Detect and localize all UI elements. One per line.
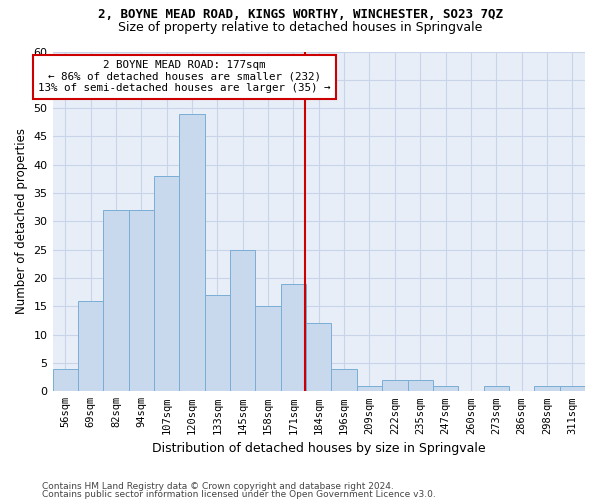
Bar bbox=[128, 210, 154, 392]
Bar bbox=[179, 114, 205, 392]
Bar bbox=[484, 386, 509, 392]
Bar bbox=[281, 284, 306, 392]
Bar bbox=[306, 324, 331, 392]
Bar bbox=[433, 386, 458, 392]
Text: 2, BOYNE MEAD ROAD, KINGS WORTHY, WINCHESTER, SO23 7QZ: 2, BOYNE MEAD ROAD, KINGS WORTHY, WINCHE… bbox=[97, 8, 503, 20]
Bar bbox=[382, 380, 407, 392]
Bar bbox=[230, 250, 256, 392]
Bar bbox=[560, 386, 585, 392]
Bar bbox=[357, 386, 382, 392]
X-axis label: Distribution of detached houses by size in Springvale: Distribution of detached houses by size … bbox=[152, 442, 485, 455]
Bar bbox=[407, 380, 433, 392]
Bar bbox=[103, 210, 128, 392]
Y-axis label: Number of detached properties: Number of detached properties bbox=[15, 128, 28, 314]
Text: Contains public sector information licensed under the Open Government Licence v3: Contains public sector information licen… bbox=[42, 490, 436, 499]
Text: 2 BOYNE MEAD ROAD: 177sqm
← 86% of detached houses are smaller (232)
13% of semi: 2 BOYNE MEAD ROAD: 177sqm ← 86% of detac… bbox=[38, 60, 331, 93]
Bar bbox=[78, 300, 103, 392]
Bar bbox=[256, 306, 281, 392]
Bar bbox=[53, 368, 78, 392]
Text: Contains HM Land Registry data © Crown copyright and database right 2024.: Contains HM Land Registry data © Crown c… bbox=[42, 482, 394, 491]
Bar bbox=[534, 386, 560, 392]
Text: Size of property relative to detached houses in Springvale: Size of property relative to detached ho… bbox=[118, 21, 482, 34]
Bar bbox=[154, 176, 179, 392]
Bar bbox=[331, 368, 357, 392]
Bar bbox=[205, 295, 230, 392]
